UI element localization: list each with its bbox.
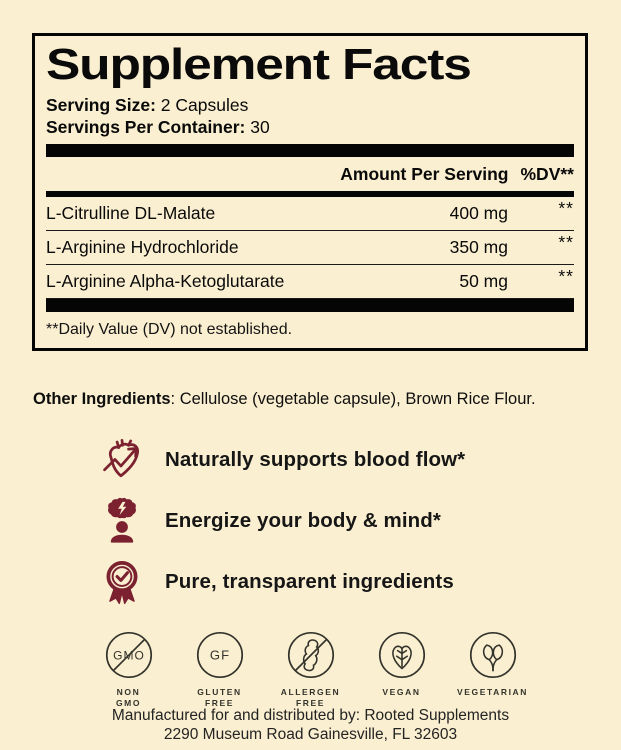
other-ingredients-line: Other Ingredients: Cellulose (vegetable …: [33, 390, 593, 409]
serving-size-label: Serving Size:: [46, 95, 156, 116]
gf-circle-text: GF: [209, 648, 229, 663]
ingredient-name: L-Citrulline DL-Malate: [46, 202, 216, 223]
badge-label: ALLERGEN FREE: [280, 687, 341, 709]
ingredient-amount: 350 mg: [449, 236, 508, 257]
brain-energy-icon: [108, 497, 136, 543]
badge-non-gmo: GMO NON GMO: [92, 631, 166, 710]
ingredient-dv: **: [558, 265, 574, 286]
ingredient-name: L-Arginine Hydrochloride: [46, 236, 239, 257]
amount-per-serving-header: Amount Per Serving: [340, 163, 509, 184]
divider-mid: [46, 190, 574, 197]
ingredient-name: L-Arginine Alpha-Ketoglutarate: [46, 270, 285, 291]
badge-vegan: VEGAN: [365, 631, 439, 698]
non-gmo-icon: GMO: [105, 631, 152, 679]
vegan-icon: [378, 631, 425, 679]
benefit-text: Energize your body & mind*: [165, 509, 441, 532]
allergen-free-icon: [287, 631, 334, 679]
supplement-facts-title: Supplement Facts: [46, 40, 472, 89]
vegetarian-icon: [469, 631, 516, 679]
servings-per-container-line: Servings Per Container: 30: [46, 117, 574, 139]
ingredient-amount: 400 mg: [449, 202, 508, 223]
badge-label: VEGETARIAN: [456, 687, 529, 697]
facts-table-header: Amount Per Serving %DV**: [46, 157, 574, 191]
ingredient-amount: 50 mg: [459, 270, 508, 291]
badge-label: GLUTEN FREE: [197, 687, 242, 709]
serving-size-line: Serving Size: 2 Capsules: [46, 95, 574, 117]
award-check-icon: [106, 561, 138, 605]
benefits-list: Naturally supports blood flow* Energize …: [98, 436, 465, 606]
address-line: 2290 Museum Road Gainesville, FL 32603: [163, 726, 458, 744]
serving-size-value: 2 Capsules: [155, 95, 249, 116]
badge-vegetarian: VEGETARIAN: [456, 631, 530, 698]
badge-label: NON GMO: [115, 687, 142, 709]
table-row: L-Arginine Hydrochloride 350 mg **: [46, 231, 574, 265]
servings-per-container-label: Servings Per Container:: [46, 117, 246, 138]
badge-gluten-free: GF GLUTEN FREE: [183, 631, 257, 710]
benefit-text: Pure, transparent ingredients: [165, 570, 454, 593]
benefit-text: Naturally supports blood flow*: [165, 448, 466, 471]
benefit-energize: Energize your body & mind*: [98, 497, 465, 545]
manufacturer-footer: Manufactured for and distributed by: Roo…: [0, 706, 621, 745]
benefit-pure: Pure, transparent ingredients: [98, 558, 465, 606]
ingredient-dv: **: [558, 231, 574, 252]
other-ingredients-value: : Cellulose (vegetable capsule), Brown R…: [170, 390, 536, 408]
table-row: L-Arginine Alpha-Ketoglutarate 50 mg **: [46, 265, 574, 299]
other-ingredients-label: Other Ingredients: [33, 390, 171, 408]
certification-badges: GMO NON GMO GF GLUTEN FREE ALLERGEN FREE: [0, 631, 621, 710]
divider-thick-bottom: [46, 298, 574, 312]
ingredient-dv: **: [558, 197, 574, 218]
benefit-blood-flow: Naturally supports blood flow*: [98, 436, 465, 484]
supplement-facts-panel: Supplement Facts Serving Size: 2 Capsule…: [32, 33, 588, 351]
heart-blood-flow-icon: [103, 439, 139, 478]
servings-per-container-value: 30: [245, 117, 270, 138]
dv-header: %DV**: [520, 163, 575, 184]
badge-label: VEGAN: [382, 687, 421, 697]
badge-allergen-free: ALLERGEN FREE: [274, 631, 348, 710]
gluten-free-icon: GF: [196, 631, 243, 679]
manufacturer-line: Manufactured for and distributed by: Roo…: [111, 707, 510, 724]
dv-footnote: **Daily Value (DV) not established.: [46, 320, 293, 338]
divider-thick-top: [46, 143, 574, 157]
table-row: L-Citrulline DL-Malate 400 mg **: [46, 197, 574, 231]
